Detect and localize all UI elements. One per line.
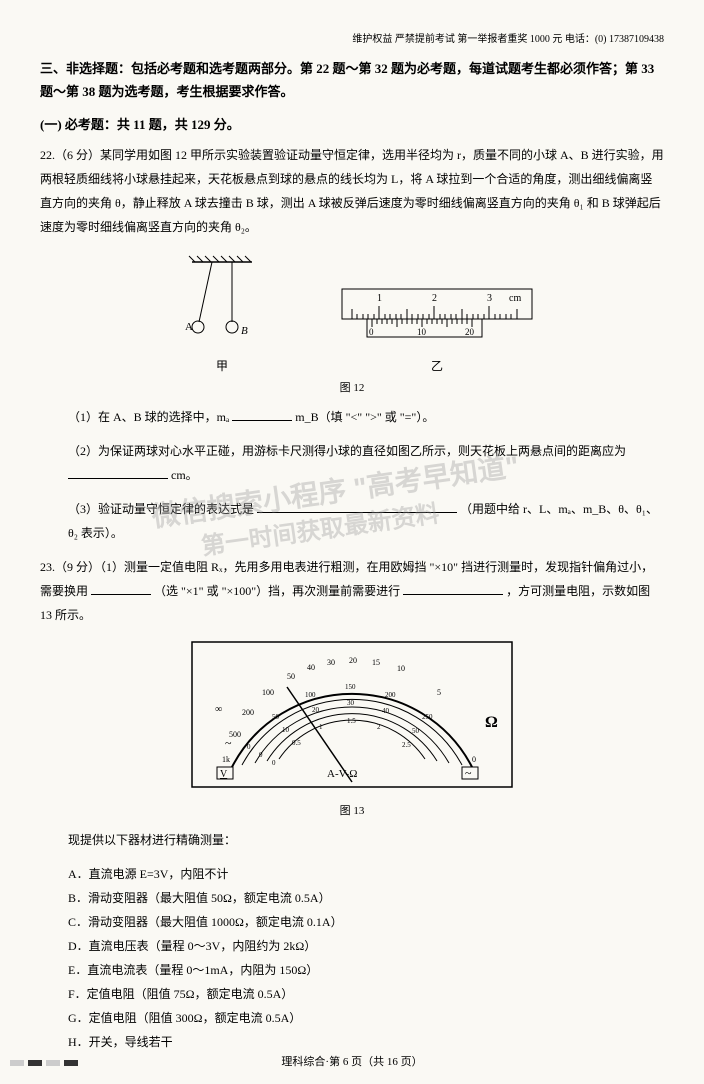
- figure-12-vernier: 1 2 3 cm: [337, 284, 537, 374]
- q22-body: 某同学用如图 12 甲所示实验装置验证动量守恒定律，选用半径均为 r，质量不同的…: [40, 148, 664, 234]
- section-three-title: 三、非选择题：包括必考题和选考题两部分。第 22 题～第 32 题为必考题，每道…: [40, 57, 664, 104]
- page-footer: 理科综合·第 6 页（共 16 页）: [0, 1053, 704, 1069]
- option-f: F．定值电阻（阻值 75Ω，额定电流 0.5A）: [68, 982, 664, 1006]
- svg-text:1: 1: [377, 293, 382, 304]
- figure-13-caption: 图 13: [40, 802, 664, 818]
- svg-text:cm: cm: [509, 293, 521, 304]
- blank-fill[interactable]: [68, 464, 168, 479]
- q22-sub1-pre: （1）在 A、B 球的选择中，mₐ: [68, 410, 229, 424]
- svg-text:0: 0: [259, 751, 263, 759]
- svg-text:200: 200: [385, 691, 396, 699]
- option-a: A．直流电源 E=3V，内阻不计: [68, 862, 664, 886]
- svg-text:20: 20: [465, 327, 475, 337]
- figure-12-pendulum: A B 甲: [167, 254, 277, 374]
- svg-text:50: 50: [287, 672, 295, 681]
- svg-text:200: 200: [242, 708, 254, 717]
- fig-label-yi: 乙: [337, 357, 537, 374]
- figure-12-row: A B 甲 1 2 3 cm: [40, 254, 664, 374]
- svg-text:A-V-Ω: A-V-Ω: [327, 768, 357, 780]
- svg-text:250: 250: [422, 713, 433, 721]
- q23-number: 23.（9 分）: [40, 560, 100, 574]
- pendulum-diagram: A B: [167, 254, 277, 349]
- q22-sub1-mid: m_B（填 "<" ">" 或 "="）。: [295, 410, 434, 424]
- svg-text:10: 10: [417, 327, 427, 337]
- svg-text:2.5: 2.5: [402, 741, 411, 749]
- svg-text:Ω: Ω: [485, 714, 498, 731]
- required-questions-title: (一) 必考题：共 11 题，共 129 分。: [40, 114, 664, 133]
- svg-text:3: 3: [487, 293, 492, 304]
- svg-text:2: 2: [377, 723, 381, 731]
- question-23: 23.（9 分）（1）测量一定值电阻 Rₓ，先用多用电表进行粗测，在用欧姆挡 "…: [40, 555, 664, 627]
- svg-text:100: 100: [262, 688, 274, 697]
- svg-text:15: 15: [372, 658, 380, 667]
- q23-body1-mid: （选 "×1" 或 "×100"）挡，再次测量前需要进行: [154, 584, 400, 598]
- header-notice: 维护权益 严禁提前考试 第一举报者重奖 1000 元 电话：(0) 173871…: [40, 30, 664, 45]
- exam-page: 维护权益 严禁提前考试 第一举报者重奖 1000 元 电话：(0) 173871…: [0, 0, 704, 1084]
- svg-text:20: 20: [349, 656, 357, 665]
- svg-text:1: 1: [319, 723, 323, 731]
- option-h: H．开关，导线若干: [68, 1030, 664, 1054]
- vernier-diagram: 1 2 3 cm: [337, 284, 537, 349]
- svg-text:1k: 1k: [222, 755, 230, 764]
- blank-fill[interactable]: [232, 406, 292, 421]
- svg-text:0: 0: [247, 743, 251, 751]
- svg-text:0: 0: [472, 755, 476, 764]
- svg-text:50: 50: [412, 727, 420, 735]
- multimeter-svg: 1k 500 200 100 50 40 30 20 15 10 5 0 0 5…: [187, 637, 517, 792]
- svg-text:0: 0: [369, 327, 374, 337]
- q22-sub3: （3）验证动量守恒定律的表达式是 （用题中给 r、L、mₐ、m_B、θ、θ₁、θ…: [40, 497, 664, 545]
- svg-text:~: ~: [225, 736, 232, 750]
- svg-text:∞: ∞: [215, 704, 222, 715]
- svg-text:2: 2: [432, 293, 437, 304]
- q22-sub2-pre: （2）为保证两球对心水平正碰，用游标卡尺测得小球的直径如图乙所示，则天花板上两悬…: [68, 444, 626, 458]
- svg-text:~: ~: [465, 766, 472, 780]
- blank-fill[interactable]: [91, 580, 151, 595]
- ball-a-label: A: [185, 321, 193, 333]
- svg-text:10: 10: [397, 664, 405, 673]
- svg-text:30: 30: [347, 699, 355, 707]
- svg-text:5: 5: [437, 688, 441, 697]
- svg-text:1.5: 1.5: [347, 717, 356, 725]
- svg-text:20: 20: [312, 706, 320, 714]
- option-e: E．直流电流表（量程 0～1mA，内阻为 150Ω）: [68, 958, 664, 982]
- option-c: C．滑动变阻器（最大阻值 1000Ω，额定电流 0.1A）: [68, 910, 664, 934]
- option-g: G．定值电阻（阻值 300Ω，额定电流 0.5A）: [68, 1006, 664, 1030]
- q22-sub2: （2）为保证两球对心水平正碰，用游标卡尺测得小球的直径如图乙所示，则天花板上两悬…: [40, 439, 664, 487]
- q22-sub1: （1）在 A、B 球的选择中，mₐ m_B（填 "<" ">" 或 "="）。: [40, 405, 664, 429]
- blank-fill[interactable]: [257, 498, 457, 513]
- svg-text:30: 30: [327, 658, 335, 667]
- svg-text:0.5: 0.5: [292, 739, 301, 747]
- fig-label-jia: 甲: [167, 357, 277, 374]
- q23-options: A．直流电源 E=3V，内阻不计 B．滑动变阻器（最大阻值 50Ω，额定电流 0…: [40, 862, 664, 1054]
- svg-text:40: 40: [382, 707, 390, 715]
- svg-text:V: V: [220, 769, 228, 780]
- q22-sub3-pre: （3）验证动量守恒定律的表达式是: [68, 502, 254, 516]
- q22-number: 22.（6 分）: [40, 148, 100, 162]
- figure-13-multimeter: 1k 500 200 100 50 40 30 20 15 10 5 0 0 5…: [40, 637, 664, 818]
- svg-text:50: 50: [272, 713, 280, 721]
- option-b: B．滑动变阻器（最大阻值 50Ω，额定电流 0.5A）: [68, 886, 664, 910]
- svg-text:100: 100: [305, 691, 316, 699]
- option-d: D．直流电压表（量程 0～3V，内阻约为 2kΩ）: [68, 934, 664, 958]
- q22-sub2-suf: cm。: [171, 468, 198, 482]
- svg-text:0: 0: [272, 759, 276, 767]
- q23-list-intro: 现提供以下器材进行精确测量：: [40, 828, 664, 852]
- blank-fill[interactable]: [403, 580, 503, 595]
- figure-12-caption: 图 12: [40, 379, 664, 395]
- svg-text:40: 40: [307, 663, 315, 672]
- svg-text:10: 10: [282, 726, 290, 734]
- ball-b-label: B: [241, 325, 248, 337]
- svg-text:150: 150: [345, 683, 356, 691]
- question-22: 22.（6 分）某同学用如图 12 甲所示实验装置验证动量守恒定律，选用半径均为…: [40, 143, 664, 239]
